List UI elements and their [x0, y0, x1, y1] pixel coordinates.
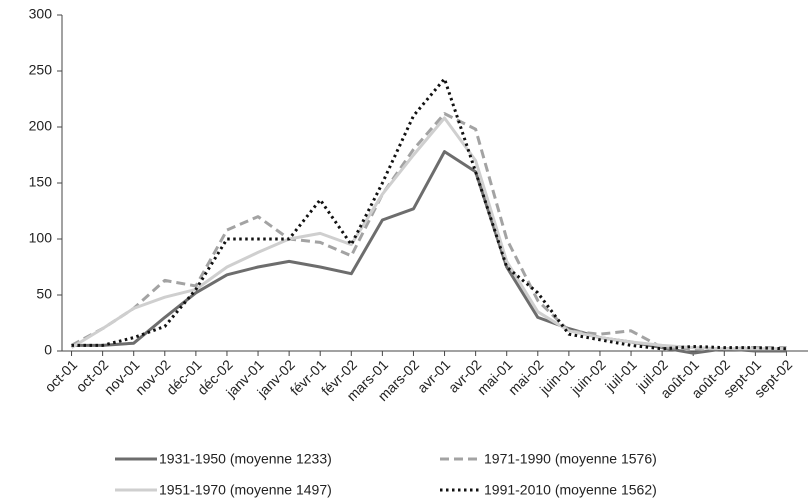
x-tick-label: mai-02: [505, 356, 547, 398]
series-line: [70, 116, 787, 351]
series-line: [71, 150, 787, 355]
legend-item: 1951-1970 (moyenne 1497): [115, 482, 332, 498]
legend-item: 1991-2010 (moyenne 1562): [440, 482, 657, 498]
y-tick-label: 150: [29, 174, 53, 190]
y-tick-label: 300: [29, 6, 53, 22]
x-tick-label: juin-02: [567, 356, 609, 398]
x-tick-label: juin-01: [536, 356, 578, 398]
legend-item: 1971-1990 (moyenne 1576): [440, 451, 657, 467]
x-tick-label: avr-01: [414, 356, 454, 396]
x-tick-label: juil-01: [601, 356, 640, 395]
legend-item: 1931-1950 (moyenne 1233): [115, 451, 332, 467]
y-tick-label: 200: [29, 118, 53, 134]
series-line: [71, 77, 787, 351]
legend-label: 1931-1950 (moyenne 1233): [159, 451, 332, 467]
x-tick-label: oct-01: [41, 356, 80, 395]
series-line: [70, 112, 787, 351]
legend-label: 1991-2010 (moyenne 1562): [484, 482, 657, 498]
legend-label: 1951-1970 (moyenne 1497): [159, 482, 332, 498]
y-tick-label: 250: [29, 62, 53, 78]
y-tick-label: 100: [29, 230, 53, 246]
legend-label: 1971-1990 (moyenne 1576): [484, 451, 657, 467]
y-tick-label: 0: [44, 342, 52, 358]
y-tick-label: 50: [36, 286, 52, 302]
